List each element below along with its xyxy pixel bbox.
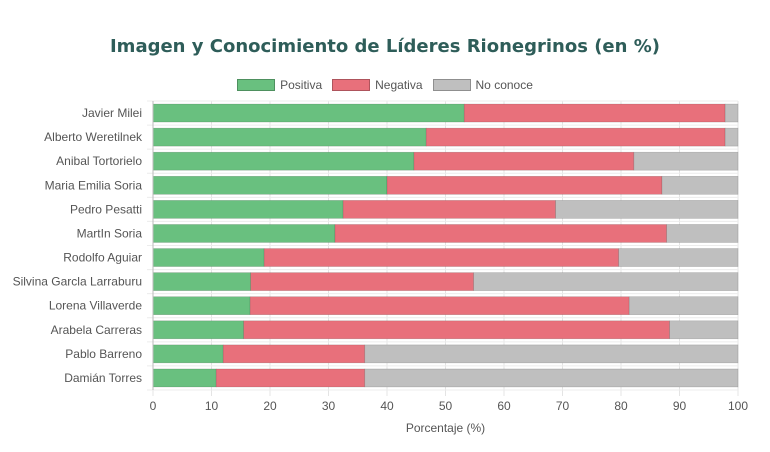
x-axis-title: Porcentaje (%) [406,421,485,435]
bar-negativa [215,368,366,388]
bar-negativa [342,200,556,219]
y-tick-label: Lorena Villaverde [49,299,143,313]
bar-negativa [425,127,726,147]
bar-no-conoce [669,320,739,340]
x-tick-label: 40 [380,399,394,413]
y-tick-label: Damián Torres [64,371,142,385]
bar-positiva [152,320,244,340]
y-tick-label: Silvina Garcla Larraburu [13,275,142,289]
legend-item-positiva[interactable]: Positiva [237,78,322,92]
bar-negativa [249,296,630,316]
chart-title: Imagen y Conocimiento de Líderes Rionegr… [109,36,660,57]
x-tick-label: 100 [728,399,748,413]
bar-positiva [152,127,427,147]
bar-no-conoce [724,127,739,147]
bar-positiva [152,344,224,364]
x-tick-label: 80 [614,399,628,413]
legend-swatch [332,79,371,91]
y-tick-label: Pablo Barreno [65,347,142,361]
y-tick-label: Rodolfo Aguiar [63,251,142,265]
bar-no-conoce [628,296,739,316]
x-tick-label: 30 [322,399,336,413]
bar-positiva [152,368,217,388]
x-tick-label: 10 [205,399,219,413]
bar-negativa [222,344,366,364]
bar-negativa [250,272,474,291]
x-tick-label: 50 [439,399,453,413]
bar-no-conoce [633,151,739,171]
x-tick-label: 70 [556,399,570,413]
x-tick-label: 90 [673,399,687,413]
bar-positiva [152,224,336,243]
legend-item-negativa[interactable]: Negativa [332,78,423,92]
y-tick-label: Pedro Pesatti [70,202,142,216]
bar-positiva [152,175,388,195]
bar-positiva [152,272,251,291]
legend-label: Positiva [280,78,323,92]
bar-positiva [152,248,265,267]
legend-swatch [237,79,276,91]
bar-negativa [263,248,619,267]
bar-no-conoce [364,368,739,388]
bar-negativa [463,103,726,123]
y-tick-label: Maria Emilia Soria [45,178,143,192]
bar-no-conoce [724,103,739,123]
bar-no-conoce [473,272,739,291]
bar-no-conoce [364,344,739,364]
bar-positiva [152,151,415,171]
legend: Positiva Negativa No conoce [0,78,770,92]
legend-label: No conoce [475,78,533,92]
bar-no-conoce [666,224,739,243]
bar-negativa [386,175,663,195]
y-tick-label: Javier Milei [82,106,142,120]
bar-negativa [243,320,670,340]
y-tick-label: Arabela Carreras [51,323,142,337]
bar-negativa [334,224,667,243]
x-tick-label: 20 [263,399,277,413]
bar-positiva [152,103,465,123]
x-tick-label: 0 [150,399,157,413]
bar-positiva [152,296,251,316]
bar-no-conoce [661,175,739,195]
legend-label: Negativa [375,78,423,92]
y-tick-label: MartIn Soria [77,226,143,240]
x-tick-label: 60 [497,399,511,413]
y-tick-label: Alberto Weretilnek [44,130,143,144]
legend-item-no-conoce[interactable]: No conoce [432,78,533,92]
legend-swatch [432,79,471,91]
bar-negativa [413,151,635,171]
bar-no-conoce [618,248,739,267]
bar-no-conoce [555,200,739,219]
bar-positiva [152,200,344,219]
y-tick-label: Anibal Tortorielo [56,154,142,168]
